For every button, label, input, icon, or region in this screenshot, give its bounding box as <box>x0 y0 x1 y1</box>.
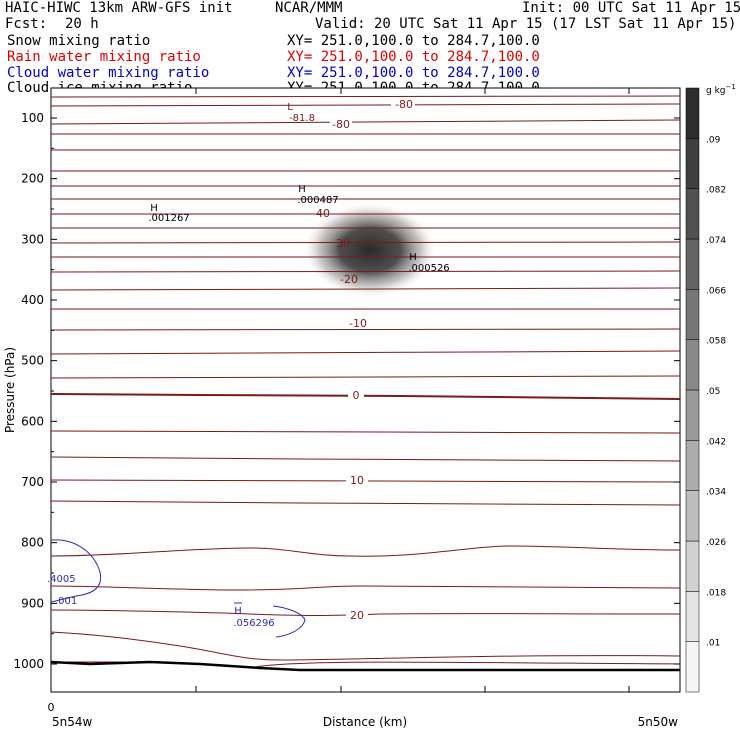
y-tick-label: 100 <box>21 111 44 125</box>
isotherm <box>51 375 680 379</box>
isotherm <box>254 661 680 668</box>
temperature-label: -10 <box>349 317 367 330</box>
extremum-value: .000526 <box>408 263 449 274</box>
colorbar-units: g kg−1 <box>706 83 736 96</box>
colorbar-tick-label: .058 <box>706 337 726 347</box>
colorbar-tick-label: .05 <box>706 387 720 397</box>
colorbar-tick-label: .042 <box>706 437 726 447</box>
colorbar-segment <box>685 540 700 592</box>
temperature-label: 10 <box>350 474 364 487</box>
colorbar-tick-label: .066 <box>706 286 726 296</box>
temperature-label: -80 <box>332 118 350 131</box>
extremum-letter: H <box>150 203 158 214</box>
colorbar-tick-label: .082 <box>706 186 726 196</box>
isotherm <box>51 95 680 98</box>
field-xy-rain: XY= 251.0,100.0 to 284.7,100.0 <box>287 49 540 65</box>
isotherm <box>51 287 680 291</box>
extremum-value: .000487 <box>297 195 338 206</box>
colorbar-segment <box>685 188 700 240</box>
isotherm <box>51 328 680 331</box>
field-name-snow: Snow mixing ratio <box>7 33 151 49</box>
colorbar-tick-label: .01 <box>706 639 720 649</box>
extremum-letter: H <box>234 606 242 617</box>
extremum-value: .056296 <box>233 618 274 629</box>
shading-maximum <box>302 202 438 298</box>
field-name-cloud-water: Cloud water mixing ratio <box>7 65 210 81</box>
isotherm <box>51 631 680 661</box>
isotherm <box>51 430 680 434</box>
x-axis-right-label: 5n50w <box>638 715 679 729</box>
colorbar-segment <box>685 389 700 441</box>
header-init: Init: 00 UTC Sat 11 Apr 15 <box>522 0 740 16</box>
x-tick-zero: 0 <box>48 701 55 714</box>
y-tick-label: 700 <box>21 475 44 489</box>
y-tick-label: 1000 <box>13 657 44 671</box>
isotherm <box>51 270 680 273</box>
isotherm <box>51 609 680 616</box>
colorbar-segment <box>685 138 700 189</box>
colorbar-segment <box>685 490 700 542</box>
extremum-letter: H <box>298 184 306 195</box>
header-title-left: HAIC-HIWC 13km ARW-GFS init <box>5 0 233 16</box>
colorbar-tick-label: .09 <box>706 135 721 145</box>
isotherm <box>51 545 680 557</box>
cloud-water-contour <box>51 539 102 603</box>
cloud-water-label: .4005 <box>47 574 76 585</box>
temperature-label: 30 <box>336 237 350 250</box>
header-title-center: NCAR/MMM <box>275 0 343 16</box>
colorbar-tick-label: .074 <box>706 236 726 246</box>
temperature-label: -20 <box>340 273 358 286</box>
y-tick-label: 300 <box>21 232 44 246</box>
colorbar-segment <box>685 641 700 693</box>
isotherm <box>51 103 680 107</box>
colorbar-units-base: g kg <box>706 86 726 96</box>
temperature-label: -40 <box>312 207 330 220</box>
header-valid: Valid: 20 UTC Sat 11 Apr 15 (17 LST Sat … <box>315 16 737 32</box>
colorbar-units-exponent: −1 <box>726 83 736 91</box>
y-axis-label: Pressure (hPa) <box>3 347 17 433</box>
colorbar-tick-label: .034 <box>706 488 726 498</box>
y-tick-label: 800 <box>21 536 44 550</box>
isotherm <box>51 119 680 125</box>
colorbar-segment <box>685 87 700 139</box>
field-xy-snow: XY= 251.0,100.0 to 284.7,100.0 <box>287 33 540 49</box>
y-tick-label: 400 <box>21 293 44 307</box>
x-axis-left-label: 5n54w <box>52 715 93 729</box>
cloud-water-label: .001 <box>55 596 77 607</box>
x-axis-label: Distance (km) <box>323 715 407 729</box>
temperature-label: 0 <box>353 389 360 402</box>
field-name-rain: Rain water mixing ratio <box>7 49 201 65</box>
field-xy-cloud-water: XY= 251.0,100.0 to 284.7,100.0 <box>287 65 540 81</box>
isotherm <box>51 241 680 244</box>
plot-frame <box>50 87 681 693</box>
isotherm <box>51 456 680 462</box>
y-tick-label: 200 <box>21 172 44 186</box>
extremum-letter: L <box>287 102 293 113</box>
colorbar-tick-label: .026 <box>706 538 726 548</box>
isotherm <box>51 585 680 591</box>
y-tick-label: 500 <box>21 354 44 368</box>
extremum-letter: H <box>409 252 417 263</box>
y-tick-label: 900 <box>21 596 44 610</box>
header-fcst-label: Fcst: <box>5 16 48 32</box>
header-fcst-value: 20 h <box>65 16 99 32</box>
isotherm <box>51 500 680 506</box>
colorbar-segment <box>685 440 700 491</box>
temperature-label: -80 <box>395 98 413 111</box>
colorbar-segment <box>685 591 700 642</box>
cloud-water-contour <box>272 605 306 638</box>
colorbar-segment <box>685 339 700 391</box>
isotherm-zero <box>51 393 680 400</box>
temperature-label: 20 <box>350 609 364 622</box>
terrain-line <box>51 660 680 672</box>
y-tick-label: 600 <box>21 414 44 428</box>
isotherm <box>51 350 680 355</box>
extremum-value: -81.8 <box>289 113 315 124</box>
colorbar-segment <box>685 238 700 290</box>
colorbar-tick-label: .018 <box>706 588 726 598</box>
extremum-value: .001267 <box>148 213 189 224</box>
colorbar-segment <box>685 289 700 340</box>
